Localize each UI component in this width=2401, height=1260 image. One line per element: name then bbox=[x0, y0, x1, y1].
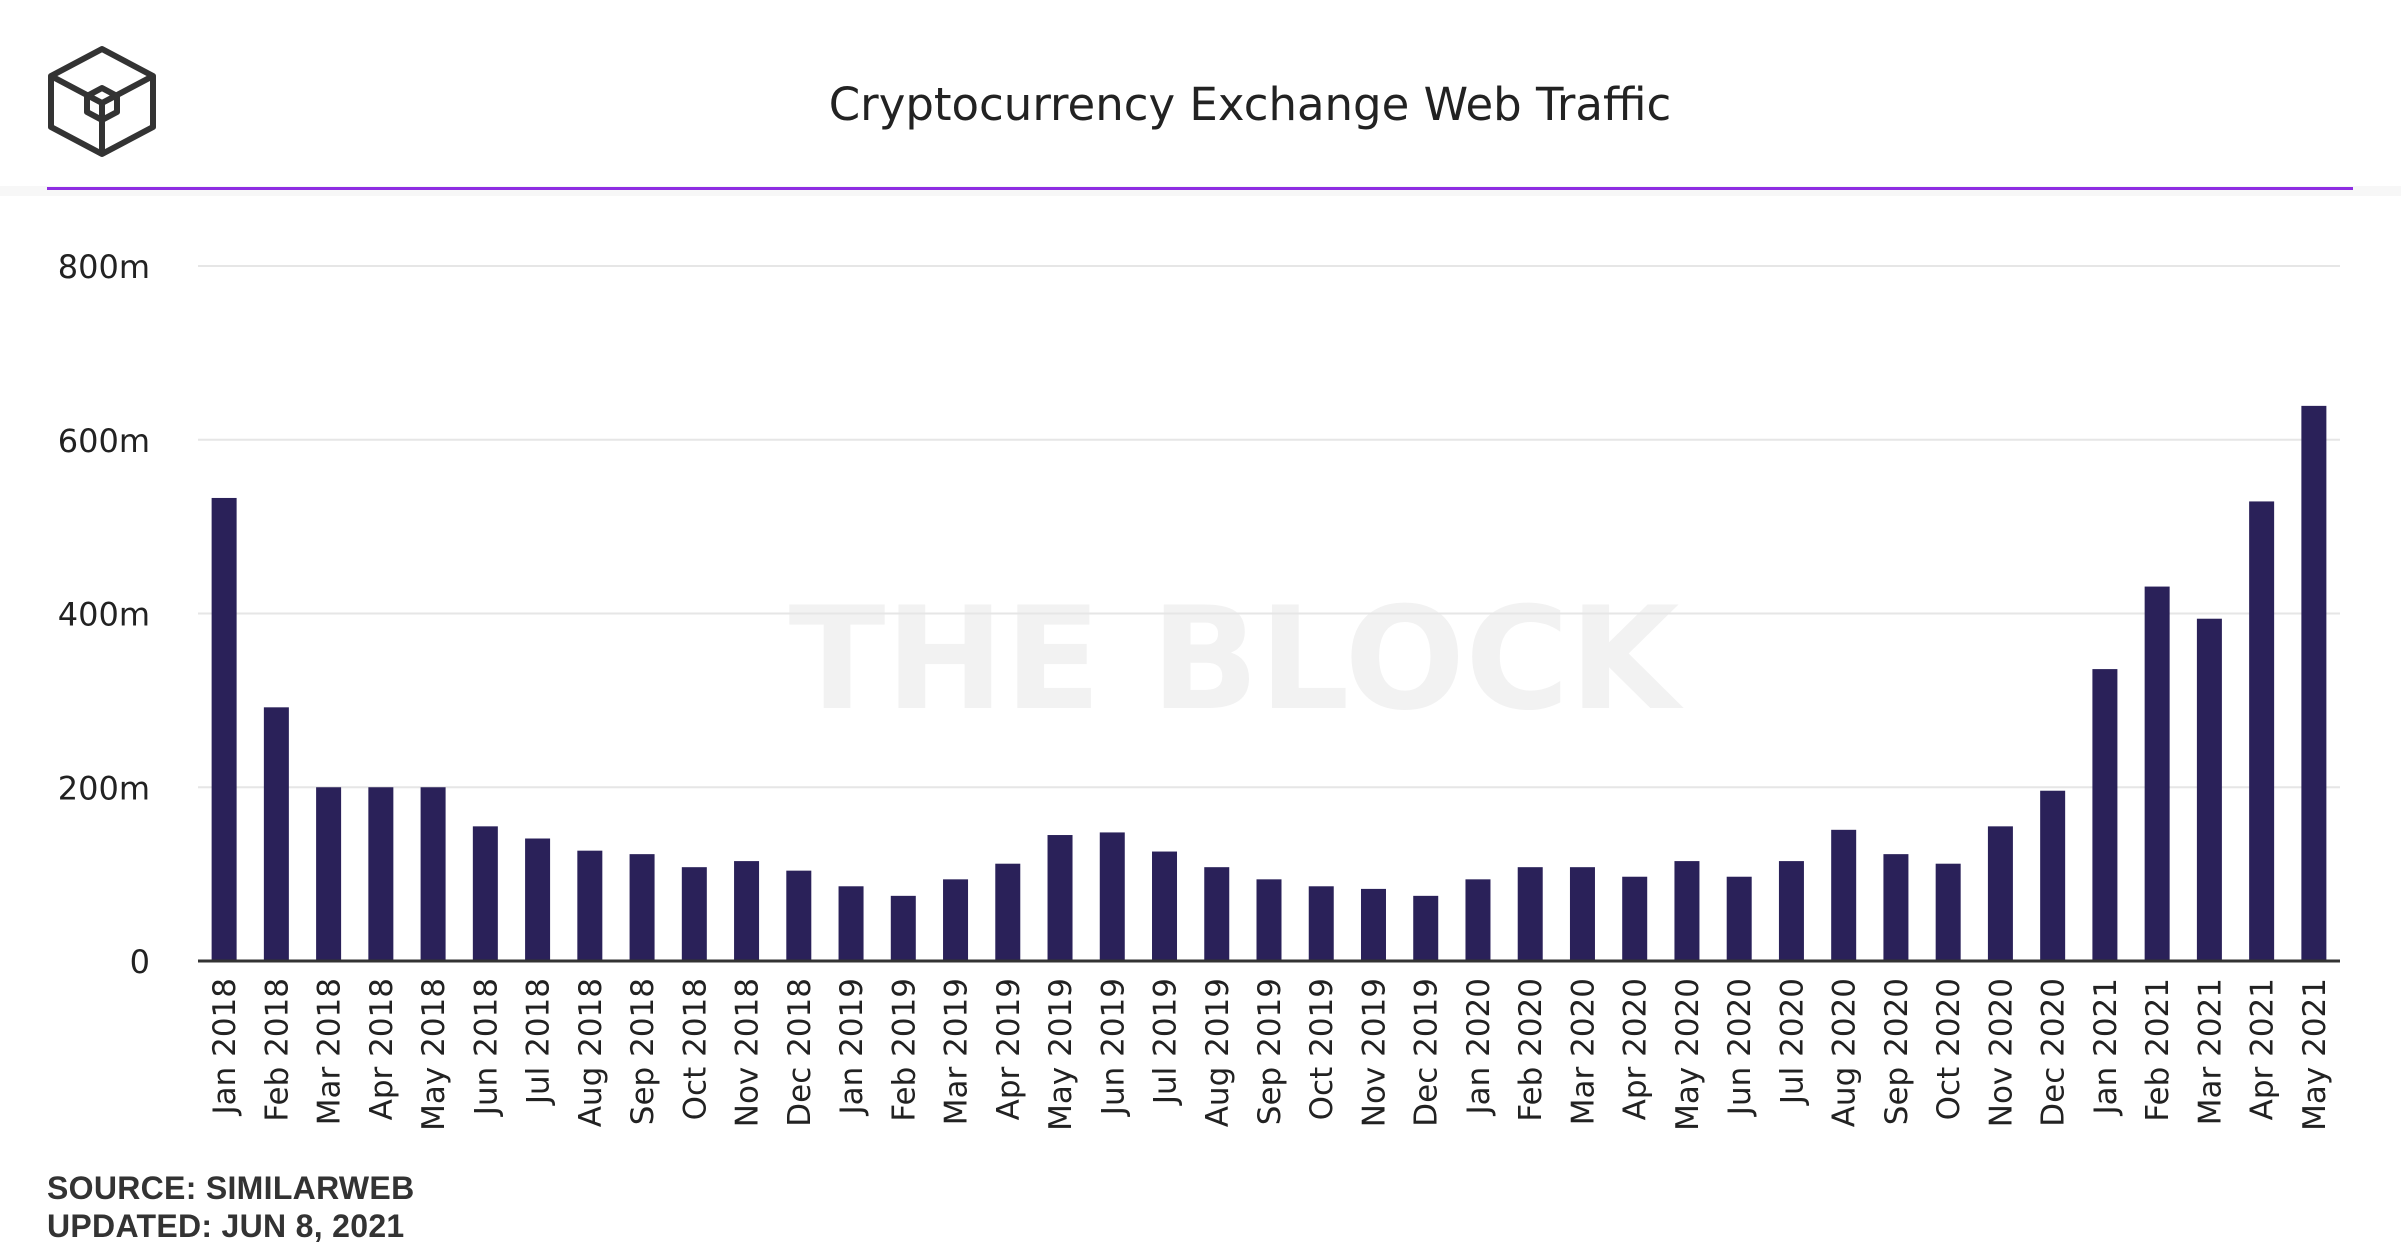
bar bbox=[838, 886, 864, 961]
y-tick-label: 800m bbox=[58, 248, 150, 286]
accent-rule bbox=[47, 187, 2353, 190]
bar bbox=[472, 826, 498, 961]
header-shadow bbox=[0, 186, 2401, 196]
x-tick-label: Jul 2018 bbox=[521, 978, 557, 1106]
x-tick-label: May 2020 bbox=[1670, 978, 1706, 1131]
x-tick-label: Apr 2021 bbox=[2245, 978, 2281, 1120]
y-tick-label: 600m bbox=[58, 422, 150, 460]
x-tick-label: Nov 2018 bbox=[730, 978, 766, 1127]
bar bbox=[1726, 876, 1752, 961]
watermark: THE BLOCK bbox=[789, 577, 1685, 742]
bar bbox=[786, 870, 812, 961]
bar bbox=[1778, 861, 1804, 961]
y-tick-label: 400m bbox=[58, 596, 150, 634]
bar bbox=[734, 861, 760, 961]
bar bbox=[316, 787, 342, 961]
x-tick-label: Jan 2020 bbox=[1461, 978, 1497, 1117]
x-tick-label: Oct 2019 bbox=[1304, 978, 1340, 1120]
x-tick-label: Sep 2018 bbox=[625, 978, 661, 1125]
x-tick-label: Nov 2020 bbox=[1983, 978, 2019, 1127]
bar bbox=[1569, 867, 1595, 961]
x-tick-label: Jan 2019 bbox=[834, 978, 870, 1117]
x-tick-label: Aug 2018 bbox=[573, 978, 609, 1127]
bar bbox=[629, 854, 655, 961]
y-tick-label: 200m bbox=[58, 769, 150, 807]
bar bbox=[420, 787, 446, 961]
updated-note: UPDATED: JUN 8, 2021 bbox=[47, 1208, 405, 1244]
bar bbox=[1047, 835, 1073, 961]
x-tick-label: Feb 2019 bbox=[886, 978, 922, 1122]
x-tick-label: May 2021 bbox=[2297, 978, 2333, 1131]
x-tick-label: Aug 2019 bbox=[1200, 978, 1236, 1127]
bar bbox=[263, 707, 289, 961]
bar bbox=[943, 879, 969, 961]
bar bbox=[1622, 876, 1648, 961]
bar bbox=[2196, 618, 2222, 961]
x-tick-label: Mar 2020 bbox=[1565, 978, 1601, 1125]
bar bbox=[1674, 861, 1700, 961]
x-tick-label: Apr 2018 bbox=[364, 978, 400, 1120]
bar bbox=[890, 895, 916, 961]
x-axis-ticks: Jan 2018 Feb 2018 Mar 2018 Apr 2018 May 2018… bbox=[207, 978, 2333, 1131]
x-tick-label: May 2018 bbox=[416, 978, 452, 1131]
bar bbox=[1935, 863, 1961, 961]
bar bbox=[1831, 829, 1857, 961]
x-tick-label: Jul 2019 bbox=[1148, 978, 1184, 1106]
x-tick-label: Oct 2018 bbox=[677, 978, 713, 1120]
bar bbox=[1987, 826, 2013, 961]
bar bbox=[1152, 851, 1178, 961]
source-note: SOURCE: SIMILARWEB bbox=[47, 1170, 415, 1206]
bar bbox=[1883, 854, 1909, 961]
x-tick-label: Aug 2020 bbox=[1827, 978, 1863, 1127]
x-tick-label: Mar 2018 bbox=[312, 978, 348, 1125]
bar bbox=[2249, 501, 2275, 961]
x-tick-label: Jun 2020 bbox=[1722, 978, 1758, 1117]
bar bbox=[577, 850, 603, 961]
bar bbox=[1256, 879, 1282, 961]
x-tick-label: Nov 2019 bbox=[1356, 978, 1392, 1127]
bar bbox=[1413, 895, 1439, 961]
bar bbox=[1308, 886, 1334, 961]
bar bbox=[681, 867, 707, 961]
bar bbox=[1517, 867, 1543, 961]
x-tick-label: Jul 2020 bbox=[1774, 978, 1810, 1106]
the-block-cube-logo-icon bbox=[48, 46, 156, 157]
x-tick-label: Apr 2019 bbox=[991, 978, 1027, 1120]
bar bbox=[1465, 879, 1491, 961]
bar bbox=[2301, 405, 2327, 961]
y-axis-ticks: 0 200m 400m 600m 800m bbox=[58, 248, 150, 981]
gridlines bbox=[198, 265, 2340, 789]
bar bbox=[1099, 832, 1125, 961]
x-tick-label: Feb 2018 bbox=[259, 978, 295, 1122]
x-tick-label: Jun 2018 bbox=[468, 978, 504, 1117]
x-tick-label: Feb 2020 bbox=[1513, 978, 1549, 1122]
bar bbox=[2092, 669, 2118, 961]
x-tick-label: Feb 2021 bbox=[2140, 978, 2176, 1122]
chart-title: Cryptocurrency Exchange Web Traffic bbox=[829, 78, 1671, 131]
x-tick-label: Oct 2020 bbox=[1931, 978, 1967, 1120]
y-tick-label: 0 bbox=[130, 943, 150, 981]
x-tick-label: May 2019 bbox=[1043, 978, 1079, 1131]
x-tick-label: Dec 2020 bbox=[2036, 978, 2072, 1127]
x-tick-label: Dec 2018 bbox=[782, 978, 818, 1127]
x-tick-label: Sep 2020 bbox=[1879, 978, 1915, 1125]
bar bbox=[211, 497, 237, 961]
x-tick-label: Jan 2018 bbox=[207, 978, 243, 1117]
bar bbox=[368, 787, 394, 961]
x-tick-label: Dec 2019 bbox=[1409, 978, 1445, 1127]
bar-series bbox=[211, 405, 2327, 961]
x-tick-label: Sep 2019 bbox=[1252, 978, 1288, 1125]
bar bbox=[2040, 790, 2066, 961]
bar bbox=[1360, 888, 1386, 961]
x-tick-label: Jun 2019 bbox=[1095, 978, 1131, 1117]
x-tick-label: Mar 2021 bbox=[2192, 978, 2228, 1125]
x-tick-label: Apr 2020 bbox=[1618, 978, 1654, 1120]
bar bbox=[995, 863, 1021, 961]
x-tick-label: Jan 2021 bbox=[2088, 978, 2124, 1117]
bar bbox=[2144, 586, 2170, 961]
bar bbox=[1204, 867, 1230, 961]
bar bbox=[525, 838, 551, 961]
x-tick-label: Mar 2019 bbox=[939, 978, 975, 1125]
